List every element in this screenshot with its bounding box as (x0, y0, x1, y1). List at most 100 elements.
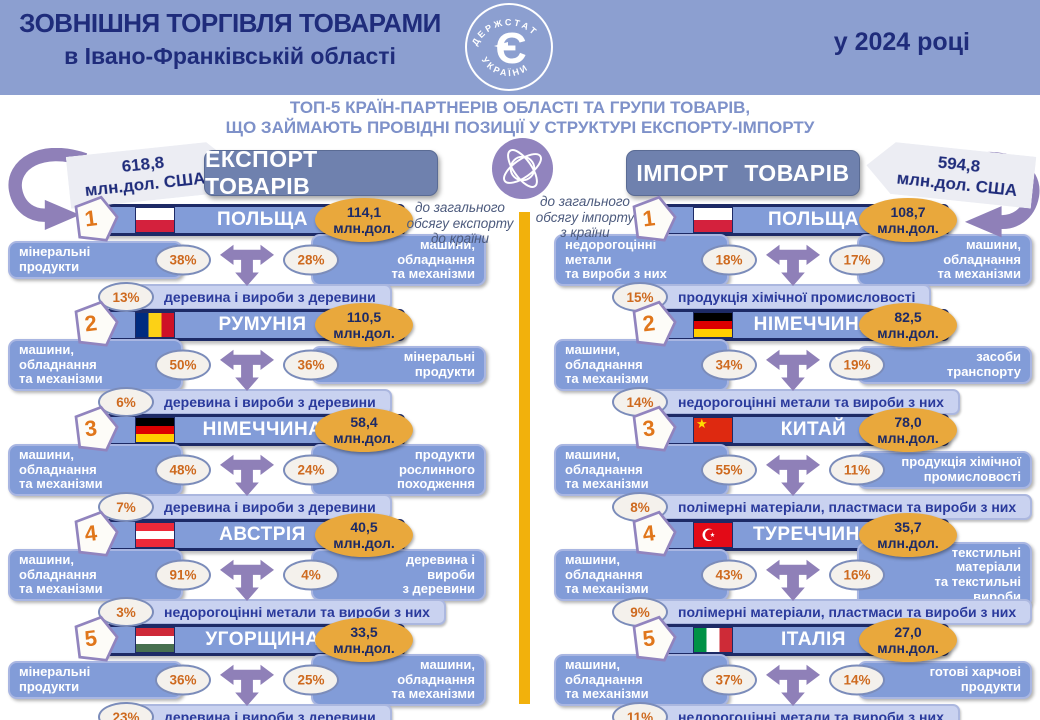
product-share-left: 91% (155, 559, 211, 591)
top-products-row: машини, обладнання та механізми 48% 24% … (8, 444, 514, 497)
rank-badge-shape (632, 405, 677, 452)
rank-number: 1 (641, 205, 657, 232)
country-name: УГОРЩИНА (205, 629, 320, 650)
third-product-row: 14% недорогоцінні метали та вироби з них (612, 387, 1032, 417)
top-products-row: машини, обладнання та механізми 37% 14% … (526, 654, 1032, 707)
country-trade-value-badge: 58,4 млн.дол. (315, 408, 413, 452)
product-label-bottom: продукція хімічної промисловості (650, 284, 932, 310)
rank-badge-shape (632, 300, 677, 347)
rank-badge-shape (74, 195, 119, 242)
country-trade-unit: млн.дол. (333, 640, 395, 656)
country-flag-icon (135, 417, 175, 443)
rank-badge: 4 (630, 508, 680, 560)
country-bar: АВСТРІЯ 40,5 млн.дол. (100, 513, 413, 557)
country-trade-value-badge: 108,7 млн.дол. (859, 198, 957, 242)
country-name: АВСТРІЯ (219, 524, 306, 545)
product-label-right: мінеральні продукти (403, 349, 475, 379)
report-year: у 2024 році (833, 28, 970, 56)
product-share-left: 43% (701, 559, 757, 591)
country-header-row: 2 РУМУНІЯ 110,5 млн.дол. (74, 300, 413, 347)
country-trade-value: 114,1 (346, 203, 382, 220)
country-bar: УГОРЩИНА 33,5 млн.дол. (100, 618, 413, 662)
country-bar: ТУРЕЧЧИНА 35,7 млн.дол. (658, 513, 957, 557)
country-block: 2 РУМУНІЯ 110,5 млн.дол. машини, обладна… (8, 300, 514, 417)
rank-badge: 1 (630, 193, 680, 245)
third-product-row: 13% деревина і вироби з деревини (98, 282, 514, 312)
export-country-list: 1 ПОЛЬЩА 114,1 млн.дол. мінеральні проду… (8, 195, 514, 720)
country-bar: КИТАЙ 78,0 млн.дол. (658, 408, 957, 452)
product-share-left: 55% (701, 454, 757, 486)
product-share-bottom: 13% (98, 282, 154, 312)
product-share-bottom: 3% (98, 597, 154, 627)
import-column: ІМПОРТ ТОВАРІВ 594,8 млн.дол. США до заг… (526, 142, 1040, 720)
country-trade-value-badge: 40,5 млн.дол. (315, 513, 413, 557)
product-bar-right: 17% машини, обладнання та механізми (829, 234, 1032, 286)
statistics-service-logo-icon: ДЕРЖСТАТ УКРАЇНИ Є (465, 3, 553, 91)
product-bar-left: машини, обладнання та механізми 91% (8, 549, 211, 601)
subtitle: ТОП-5 КРАЇН-ПАРТНЕРІВ ОБЛАСТІ ТА ГРУПИ Т… (0, 98, 1040, 137)
top-products-row: мінеральні продукти 38% 28% машини, обла… (8, 234, 514, 287)
country-bar: ІТАЛІЯ 27,0 млн.дол. (658, 618, 957, 662)
country-trade-value-badge: 82,5 млн.дол. (859, 303, 957, 347)
country-name: НІМЕЧЧИНА (753, 314, 874, 335)
product-share-right: 19% (829, 349, 885, 381)
product-bar-right: 19% засоби транспорту (829, 346, 1032, 384)
rank-badge-shape (74, 405, 119, 452)
product-bar-right: 25% машини, обладнання та механізми (283, 654, 486, 706)
country-flag-icon (135, 207, 175, 233)
rank-badge: 5 (630, 613, 680, 665)
product-label-right: засоби транспорту (946, 349, 1021, 379)
third-product-row: 3% недорогоцінні метали та вироби з них (98, 597, 514, 627)
page-title: ЗОВНІШНЯ ТОРГІВЛЯ ТОВАРАМИ в Івано-Франк… (4, 8, 456, 70)
export-banner: ЕКСПОРТ ТОВАРІВ (204, 146, 438, 199)
three-way-arrow-icon (766, 348, 820, 394)
country-block: 1 ПОЛЬЩА 114,1 млн.дол. мінеральні проду… (8, 195, 514, 312)
country-flag-icon (693, 207, 733, 233)
product-label-left: машини, обладнання та механізми (565, 342, 649, 387)
top-products-row: машини, обладнання та механізми 91% 4% д… (8, 549, 514, 602)
product-share-left: 48% (155, 454, 211, 486)
country-trade-unit: млн.дол. (877, 640, 939, 656)
country-trade-value-badge: 33,5 млн.дол. (315, 618, 413, 662)
third-product-row: 6% деревина і вироби з деревини (98, 387, 514, 417)
rank-number: 1 (83, 205, 99, 232)
third-product-row: 11% недорогоцінні метали та вироби з них (612, 702, 1032, 720)
country-trade-value: 40,5 (350, 518, 378, 535)
country-trade-value-badge: 27,0 млн.дол. (859, 618, 957, 662)
country-name: ТУРЕЧЧИНА (752, 524, 875, 545)
rank-badge: 3 (72, 403, 122, 455)
import-country-list: 1 ПОЛЬЩА 108,7 млн.дол. недорогоцінні ме… (526, 195, 1033, 720)
product-label-left: недорогоцінні метали та вироби з них (565, 237, 667, 282)
country-name: РУМУНІЯ (218, 314, 307, 335)
product-share-right: 17% (829, 244, 885, 276)
country-header-row: 4 АВСТРІЯ 40,5 млн.дол. (74, 510, 413, 557)
product-bar-left: машини, обладнання та механізми 50% (8, 339, 211, 391)
country-trade-unit: млн.дол. (877, 430, 939, 446)
three-way-arrow-icon (220, 663, 274, 709)
product-bar-left: мінеральні продукти 38% (8, 241, 211, 279)
product-share-right: 14% (829, 664, 885, 696)
logo-glyph: Є (495, 24, 526, 73)
country-header-row: 3 КИТАЙ 78,0 млн.дол. (632, 405, 957, 452)
country-trade-value: 110,5 (346, 308, 382, 325)
import-share-note: до загального обсягу імпорту з країни (535, 194, 635, 241)
country-trade-value-badge: 35,7 млн.дол. (859, 513, 957, 557)
country-trade-unit: млн.дол. (333, 535, 395, 551)
third-product-row: 15% продукція хімічної промисловості (612, 282, 1032, 312)
country-trade-unit: млн.дол. (333, 430, 395, 446)
product-bar-left: машини, обладнання та механізми 43% (554, 549, 757, 601)
country-flag-icon (135, 627, 175, 653)
rank-badge: 4 (72, 508, 122, 560)
country-flag-icon (135, 312, 175, 338)
top-products-row: машини, обладнання та механізми 34% 19% … (526, 339, 1032, 392)
product-bar-right: 11% продукція хімічної промисловості (829, 451, 1032, 489)
rank-number: 4 (83, 520, 99, 547)
rank-badge-shape (632, 615, 677, 662)
header-band: ЗОВНІШНЯ ТОРГІВЛЯ ТОВАРАМИ в Івано-Франк… (0, 0, 1040, 95)
country-flag-icon (135, 522, 175, 548)
country-name: ІТАЛІЯ (781, 629, 846, 650)
product-share-right: 16% (829, 559, 885, 591)
product-label-bottom: недорогоцінні метали та вироби з них (650, 389, 960, 415)
third-product-row: 7% деревина і вироби з деревини (98, 492, 514, 522)
product-share-left: 34% (701, 349, 757, 381)
